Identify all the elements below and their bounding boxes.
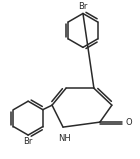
Text: O: O — [126, 118, 132, 127]
Text: NH: NH — [58, 134, 70, 143]
Text: Br: Br — [24, 137, 33, 146]
Text: Br: Br — [78, 3, 88, 11]
